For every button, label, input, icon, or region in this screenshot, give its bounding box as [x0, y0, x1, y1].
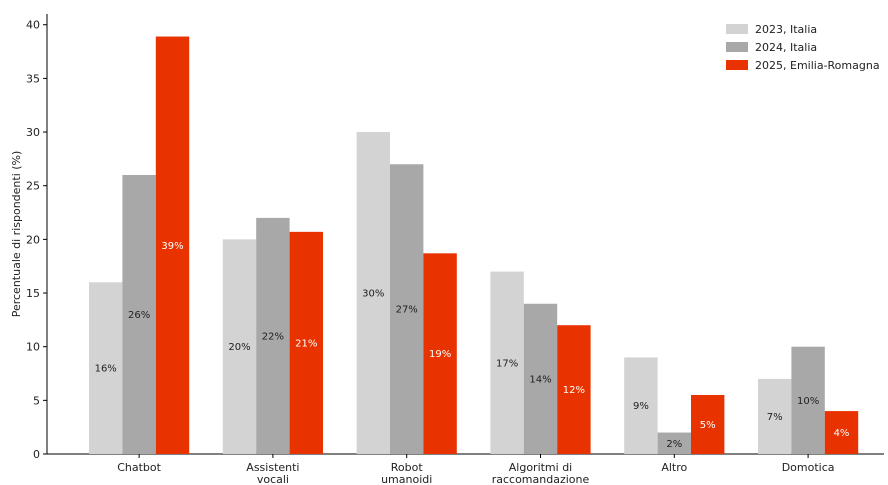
- bar-value-label: 39%: [161, 241, 183, 252]
- bar: [824, 411, 859, 454]
- bar: [557, 325, 591, 454]
- x-tick-label: Algoritmi di raccomandazione: [492, 461, 590, 485]
- bar: [356, 132, 390, 455]
- bar: [523, 303, 558, 454]
- bar-value-label: 22%: [262, 331, 284, 342]
- bar-value-label: 10%: [797, 396, 819, 407]
- x-tick-label: Domotica: [782, 461, 835, 474]
- bar: [89, 282, 123, 454]
- bar: [390, 164, 424, 454]
- bar: [256, 217, 290, 454]
- bars: 16% 26% 39% 20% 22% 21% 30% 27% 19% 17% 14% 12% 9% 2%…: [89, 36, 859, 455]
- bar-value-label: 19%: [429, 349, 451, 360]
- bar-value-label: 30%: [362, 289, 384, 300]
- bar-value-label: 12%: [563, 385, 585, 396]
- legend-swatch: [726, 42, 748, 52]
- bar: [222, 239, 257, 454]
- y-tick-label: 30: [26, 126, 40, 139]
- bar-value-label: 26%: [128, 310, 150, 321]
- bar: [791, 346, 825, 454]
- axes: 0 5 10 15 20 25 30 35 40 Percentuale di risponden…: [10, 14, 884, 485]
- legend-label: 2024, Italia: [755, 41, 817, 54]
- x-tick-label: Assistenti vocali: [246, 461, 299, 485]
- bar: [624, 357, 658, 454]
- bar-value-label: 16%: [95, 364, 117, 375]
- bar-value-label: 27%: [396, 305, 418, 316]
- y-tick-label: 10: [26, 341, 40, 354]
- bar: [289, 231, 323, 454]
- bar: [122, 174, 156, 454]
- y-tick-label: 20: [26, 233, 40, 246]
- y-tick-label: 5: [33, 394, 40, 407]
- bar-value-label: 14%: [529, 374, 551, 385]
- y-axis-label: Percentuale di rispondenti (%): [10, 151, 23, 318]
- bar-value-label: 2%: [666, 439, 682, 450]
- y-tick-label: 15: [26, 287, 40, 300]
- bar: [657, 432, 691, 454]
- y-tick-label: 25: [26, 180, 40, 193]
- y-tick-label: 0: [33, 448, 40, 461]
- bar: [490, 271, 524, 454]
- x-tick-label: Altro: [661, 461, 687, 474]
- legend-label: 2025, Emilia-Romagna: [755, 59, 880, 72]
- legend-label: 2023, Italia: [755, 23, 817, 36]
- bar: [691, 394, 725, 454]
- bar-value-label: 20%: [228, 342, 250, 353]
- legend-swatch: [726, 60, 748, 70]
- x-tick-label: Robot umanoidi: [381, 461, 432, 485]
- bar-value-label: 4%: [834, 428, 850, 439]
- legend-swatch: [726, 24, 748, 34]
- bar: [758, 378, 792, 454]
- bar-value-label: 21%: [295, 338, 317, 349]
- legend: 2023, Italia 2024, Italia 2025, Emilia-Rom…: [726, 23, 880, 72]
- bar-value-label: 17%: [496, 358, 518, 369]
- bar: [155, 36, 190, 454]
- x-tick-label: Chatbot: [117, 461, 161, 474]
- bar-value-label: 5%: [700, 420, 716, 431]
- bar-value-label: 9%: [633, 401, 649, 412]
- bar-value-label: 7%: [767, 412, 783, 423]
- bar: [423, 253, 457, 454]
- y-tick-label: 35: [26, 72, 40, 85]
- y-tick-label: 40: [26, 19, 40, 32]
